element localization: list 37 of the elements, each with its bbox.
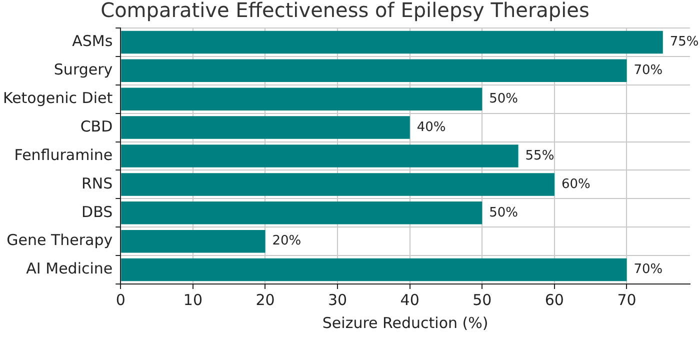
x-tick-label: 40 [400,290,420,309]
x-tick-label: 30 [328,290,348,309]
y-tick-label: ASMs [72,32,113,50]
data-label: 55% [525,148,554,164]
x-tick-label: 0 [116,290,126,309]
data-label: 70% [634,262,663,278]
chart-title: Comparative Effectiveness of Epilepsy Therapies [100,0,590,22]
y-tick-label: Gene Therapy [6,231,113,250]
bar [121,144,518,168]
y-tick-label: DBS [82,202,113,221]
y-tick-label: Surgery [54,60,113,79]
x-tick-label: 10 [183,290,202,309]
x-tick-label: 70 [617,290,636,309]
y-tick-label: AI Medicine [26,260,113,278]
data-label: 50% [489,91,518,106]
y-tick-label: Ketogenic Diet [2,89,113,107]
data-label: 20% [272,234,302,249]
x-tick-label: 50 [472,290,492,309]
bar [121,116,410,139]
data-label: 60% [561,176,590,192]
bar [121,30,663,54]
bar [121,88,482,110]
bar [121,258,627,282]
data-label: 50% [489,205,518,220]
data-label: 40% [416,120,446,135]
y-tick-label: CBD [80,117,113,136]
bar [121,202,482,224]
data-label: 75% [670,34,699,50]
x-axis-title: Seizure Reduction (%) [322,314,488,332]
bar [121,230,266,253]
data-label: 70% [634,63,663,78]
bar [121,173,554,196]
x-tick-label: 20 [256,290,275,309]
bar [121,59,627,82]
y-tick-label: Fenfluramine [14,146,113,164]
x-tick-label: 60 [544,290,564,309]
y-tick-label: RNS [81,174,113,192]
